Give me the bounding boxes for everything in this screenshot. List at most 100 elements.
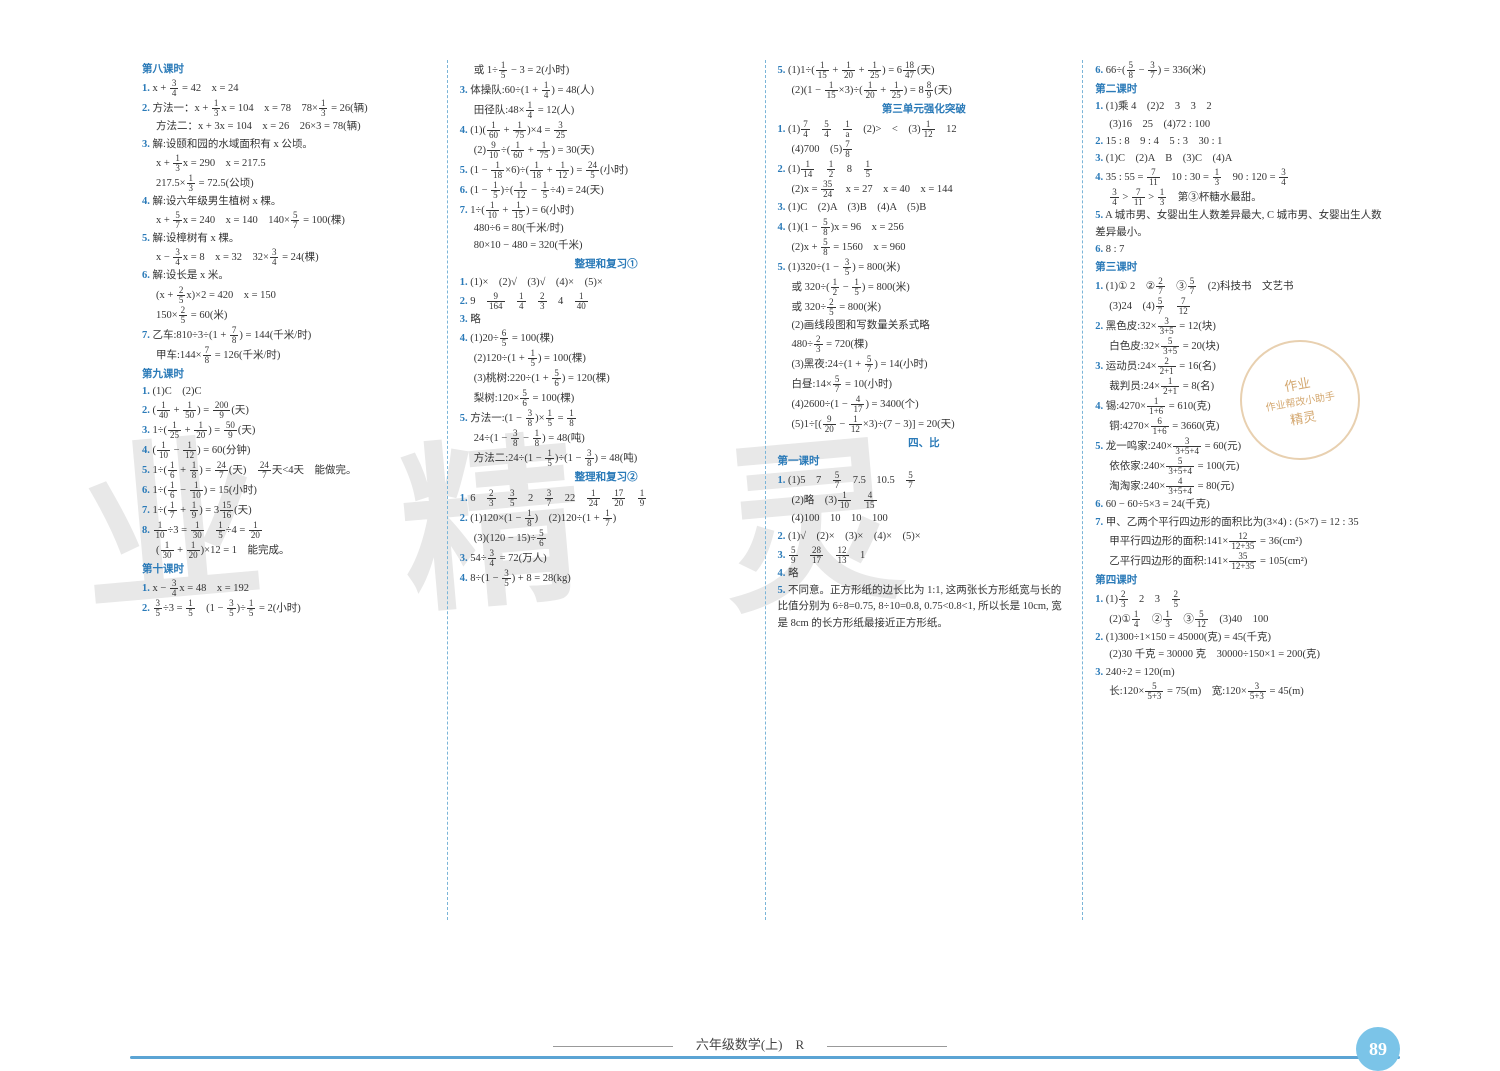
item-num: 1. bbox=[1095, 281, 1103, 292]
text: > bbox=[1120, 192, 1131, 203]
text: ×3)÷( bbox=[839, 85, 863, 96]
item-num: 3. bbox=[142, 139, 150, 150]
text: 或 1÷ bbox=[474, 65, 498, 76]
item-num: 1. bbox=[1095, 101, 1103, 112]
text: 解:设樟树有 x 棵。 bbox=[150, 233, 240, 244]
text: ) + 8 = 28(kg) bbox=[512, 573, 571, 584]
text: 12 bbox=[936, 124, 957, 135]
text: 1÷( bbox=[468, 205, 485, 216]
item-num: 1. bbox=[460, 277, 468, 288]
text bbox=[626, 493, 637, 504]
item-num: 4. bbox=[460, 573, 468, 584]
text: x + bbox=[150, 83, 169, 94]
text bbox=[601, 493, 612, 504]
text: x = 8 x = 32 32× bbox=[183, 252, 269, 263]
text: (3)16 25 (4)72 : 100 bbox=[1095, 117, 1388, 133]
text: ( bbox=[156, 545, 160, 556]
text: (5)1÷[( bbox=[792, 419, 822, 430]
text bbox=[852, 495, 863, 506]
text: (2)> < (3) bbox=[853, 124, 921, 135]
text: = 42 x = 24 bbox=[179, 83, 238, 94]
text: 6 bbox=[468, 493, 486, 504]
text: = 100(棵) bbox=[509, 333, 553, 344]
item-num: 1. bbox=[1095, 594, 1103, 605]
text: 白色皮:32× bbox=[1109, 341, 1160, 352]
text: 8 bbox=[836, 164, 862, 175]
text: = 72.5(公顷) bbox=[196, 178, 254, 189]
text: (1)C (2)C bbox=[150, 386, 202, 397]
text: 35 : 55 = bbox=[1103, 172, 1146, 183]
item-num: 1. bbox=[460, 493, 468, 504]
item-num: 5. bbox=[1095, 210, 1103, 221]
text: − bbox=[837, 419, 848, 430]
text: ) = 48(吨) bbox=[595, 453, 638, 464]
text: 长:120× bbox=[1109, 686, 1144, 697]
text: 1÷( bbox=[150, 505, 167, 516]
text: + bbox=[178, 465, 189, 476]
text: − 3 = 2(小时) bbox=[508, 65, 569, 76]
text: ) = 30(天) bbox=[551, 145, 594, 156]
lesson-2-heading: 第二课时 bbox=[1095, 82, 1388, 98]
item-num: 2. bbox=[460, 513, 468, 524]
text: = 12(块) bbox=[1177, 321, 1216, 332]
text: (2)画线段图和写数量关系式略 bbox=[778, 318, 1071, 334]
text: 8÷(1 − bbox=[468, 573, 502, 584]
item-num: 2. bbox=[1095, 136, 1103, 147]
text: )÷( bbox=[501, 185, 514, 196]
footer: 六年级数学(上) R bbox=[0, 1034, 1500, 1053]
text: = 100(棵) bbox=[530, 393, 574, 404]
item-num: 6. bbox=[142, 485, 150, 496]
text: = 72(万人) bbox=[497, 553, 547, 564]
item-num: 6. bbox=[1095, 499, 1103, 510]
text: 4 bbox=[548, 296, 574, 307]
item-num: 4. bbox=[1095, 172, 1103, 183]
text bbox=[205, 525, 216, 536]
text: = 126(千米/时) bbox=[212, 350, 280, 361]
text: = 45(m) bbox=[1267, 686, 1304, 697]
text: 60 − 60÷5×3 = 24(千克) bbox=[1103, 499, 1210, 510]
text: − bbox=[528, 185, 539, 196]
text: ) = bbox=[208, 425, 223, 436]
text: (1 − bbox=[468, 185, 491, 196]
text: (2)120÷(1 + bbox=[474, 353, 528, 364]
text: = 3660(克) bbox=[1170, 421, 1220, 432]
text: A 城市男、女婴出生人数差异最大, C 城市男、女婴出生人数差异最小。 bbox=[1095, 210, 1381, 237]
lesson-4-heading: 第四课时 bbox=[1095, 573, 1388, 589]
item-num: 5. bbox=[142, 233, 150, 244]
text: 方法二：x + 3x = 104 x = 26 26×3 = 78(辆) bbox=[142, 119, 435, 135]
item-num: 2. bbox=[1095, 321, 1103, 332]
text: 乙车:810÷3÷(1 + bbox=[150, 330, 229, 341]
item-num: 2. bbox=[142, 103, 150, 114]
text: ) = 800(米) bbox=[862, 281, 910, 292]
text: (3)24 (4) bbox=[1109, 301, 1155, 312]
text: 田径队:48× bbox=[474, 105, 525, 116]
text: x − bbox=[150, 583, 169, 594]
text: 22 bbox=[554, 493, 586, 504]
column-4: 6. 66÷(58 − 37) = 336(米) 第二课时 1. (1)乘 4 … bbox=[1083, 60, 1400, 920]
text: (2)科技书 文艺书 bbox=[1197, 281, 1293, 292]
item-num: 3. bbox=[1095, 361, 1103, 372]
text: ) = bbox=[570, 165, 585, 176]
item-num: 3. bbox=[1095, 667, 1103, 678]
text: (1)× (2)√ (3)√ (4)× (5)× bbox=[468, 277, 603, 288]
section-4-heading: 四、比 bbox=[778, 436, 1071, 452]
text: ) = 60(分钟) bbox=[197, 445, 250, 456]
text: 10 : 30 = bbox=[1161, 172, 1212, 183]
text: (1)5 7 bbox=[785, 475, 831, 486]
text: ) = 48(人) bbox=[551, 85, 594, 96]
text: 解:设六年级男生植树 x 棵。 bbox=[150, 196, 282, 207]
text: + bbox=[544, 165, 555, 176]
text: = 12(人) bbox=[535, 105, 574, 116]
text: (1)(1 − bbox=[785, 221, 820, 232]
text: 裁判员:24× bbox=[1109, 381, 1160, 392]
text: = 24(棵) bbox=[279, 252, 318, 263]
text: (1)C (2)A (3)B (4)A (5)B bbox=[785, 202, 926, 213]
text: ÷4 = bbox=[226, 525, 248, 536]
text: (1) bbox=[1103, 594, 1118, 605]
text: )× bbox=[535, 413, 544, 424]
text: (1 − bbox=[468, 165, 491, 176]
text: (2)(1 − bbox=[792, 85, 824, 96]
text bbox=[1165, 301, 1176, 312]
text: 9 bbox=[468, 296, 486, 307]
text: ③ bbox=[1173, 614, 1194, 625]
